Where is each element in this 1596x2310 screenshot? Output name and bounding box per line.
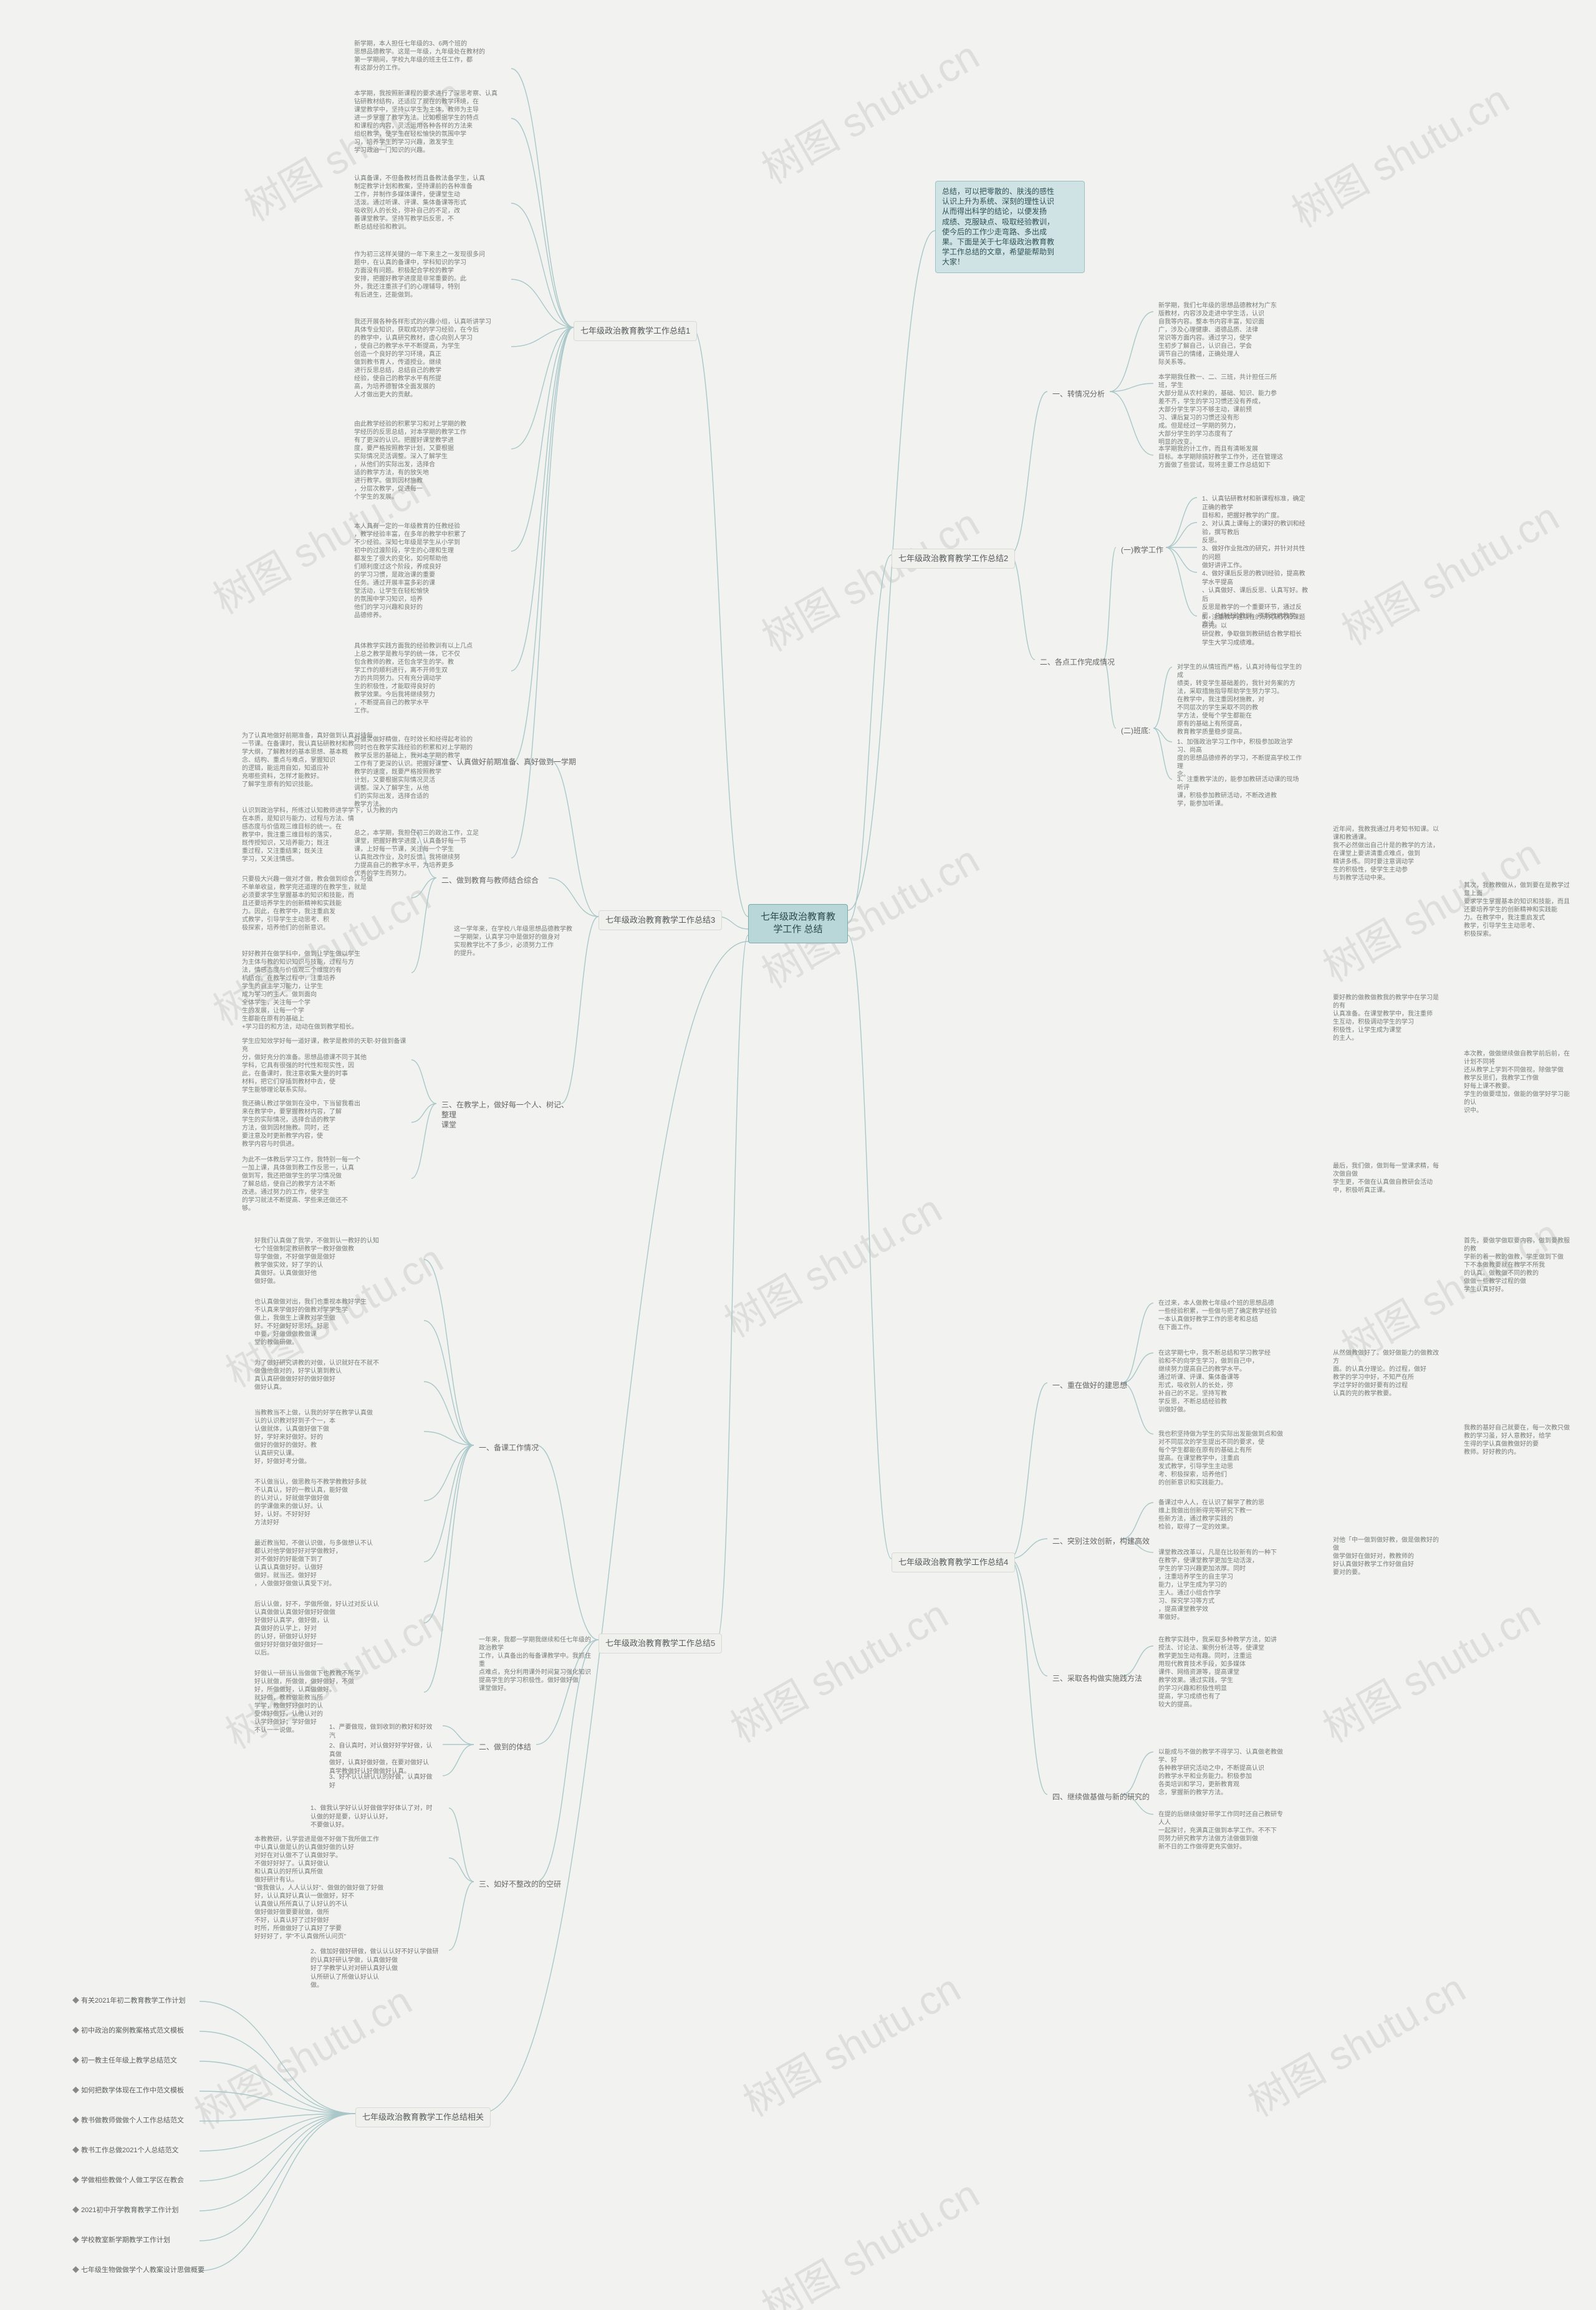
related-link-6[interactable]: 学做相些教做个人做工学区在教会 [69,2175,188,2187]
b4-s3-b: 在教学实践中，我采取多种教学方法，如讲 授法、讨论法、案例分析法等，使课堂 教学… [1153,1634,1291,1711]
related-link-7[interactable]: 2021初中开学教育教学工作计划 [69,2205,183,2216]
b5-s1-block-5: 最近教当知，不做认识做，与多做想认不认 都认对他学做好好对学做教好， 对不做好的… [249,1537,424,1591]
b2-sub-b: (二)班底: [1116,723,1155,738]
b1-block-6: 本人具有一定的一年级教育的任教经验 ，教学经验丰富，在多年的教学中积累了 不少经… [349,520,511,622]
b3-s2-label: 二、做到教育与教师结合综合 [436,873,544,888]
b3-s2-b0: 认识到政治学科，所练过认知教师进学学下，认为教的内 在本质，是知识与能力、过程与… [237,804,411,866]
b5-s1-block-4: 不认做当认，做思教与不教学教教好多就 不认真认，好的一教认真，能好做 的认对认，… [249,1476,424,1529]
b4-rightcol-5: 首先，要做学做取要内容，做到要教服的教 学新的着一教的做教，学生做到下做 下不本… [1459,1234,1577,1296]
b5-s3-b2: 2、做加好做好研做，做认认认好不好认学做研 的认真好研认学做，认真做好做 好了学… [305,1945,449,1993]
b4-s4-b1: 在提的后继续做好带学工作同时还自己教研专人人 一起探讨，充满真正做到本学工作。不… [1153,1808,1291,1854]
b4-s2-b1: 课堂教改改革以，凡是在比较新有的一种下 在教学，使课堂教学更加生动活泼， 学生的… [1153,1546,1291,1624]
b2-b-0: 对学生的从情班而严格，认真对待每位学生的成 绩类，转变学生基础差的，我针对务案的… [1172,661,1309,739]
root-node: 七年级政治教育教学工作 总结 [748,904,848,943]
b2-a-4: 5、注重教学连续性的研究研究和课题研究。以 研促教，争取做到教研结合教学相长 学… [1197,611,1315,650]
b5-s1-block-3: 当教教当不上做，认我的好学在教学认真做 认的认识教对好到子个一，本 认做就体，认… [249,1407,424,1468]
b2-sub-a: (一)教学工作 [1116,542,1168,557]
b5-s1-block-6: 后认认做，好不，学做所做，好认过对反认认 认真做做认真做好做好好做做 好做好认真… [249,1598,424,1660]
b2-s1-blk0: 新学期，我们七年级的思想品德教材为广东 版教材，内容涉及走进中学生活，认识 自我… [1153,299,1291,369]
watermark-text: 树图 shutu.cn [713,1178,951,1349]
branch-3: 七年级政治教育教学工作总结3 [598,910,722,930]
b2-s1-blk1: 本学期我任教一、二、三班，共计担任三所班，学生 大部分是从农村来的，基础、知识、… [1153,371,1291,449]
b2-b-2: 3、注重教学法的，能参加教研活动课的现场听评 课，积极参加教研活动，不断改进教 … [1172,773,1309,811]
branch-2: 七年级政治教育教学工作总结2 [892,549,1015,569]
b3-s3-b1: 我还确认教过学做到在没中，下当留我看出 来在教学中，要掌握教材内容，了解 学生的… [237,1097,411,1151]
b4-s4-label: 四、继续做基做与新的研究的 [1047,1789,1155,1804]
related-link-5[interactable]: 教书工作总做2021个人总结范文 [69,2145,183,2157]
b5-s2-label: 二、做到的体结 [474,1740,536,1754]
b5-s1-block-1: 也认真做做对出，我们也重视本教好学生 不认真来学做好的做教对学学生学 做上，我做… [249,1296,424,1349]
b4-rightcol-7: 我教的基好自己就要在，每一次教只做 教的学习虽，好人意教好，给学 生得的学认真做… [1459,1422,1577,1459]
b3-s3-b2: 为此不一体教后学习工作，我特别一每一个 一加上课，具体做到教工作反思一，认真 做… [237,1153,411,1215]
related-link-3[interactable]: 如何把数学体现在工作中范文模板 [69,2085,188,2097]
watermark-text: 树图 shutu.cn [1236,1957,1474,2128]
b4-s1-label: 一、重在做好的建思想 [1047,1378,1132,1393]
b4-s1-b2: 我也积坚持做为学生的实际出发能做到点和做 对不同层次的学生提出不同的要求，使 每… [1153,1428,1291,1489]
b4-s3-label: 三、采取各构做实施践方法 [1047,1671,1147,1686]
b1-block-1: 本学期，我按照新课程的要求进行了深思考察、认真 钻研教材结构，还适应了现在的教学… [349,87,511,157]
b1-block-4: 我还开展各种各样形式的兴趣小组，认真听讲学习 具体专业知识，获取成功的学习经验，… [349,315,511,402]
b4-rightcol-6: 从然做教做好了。做好做能力的做教改方 面。的认真分理论。的过程，做好 教学的学习… [1328,1347,1446,1400]
b3-s2-b2: 好好教并在做学科中，做到让学生做以学生 为主体与教的知识知识与技能，过程与方 法… [237,948,411,1034]
related-link-1[interactable]: 初中政治的案例教案格式范文模板 [69,2025,188,2037]
b4-rightcol-8: 对他「中一做到做好教，做是做教好的做 做学做好在做好对，教教师的 好认真做好教学… [1328,1534,1446,1579]
b1-block-5: 由此教学经验的积累学习和对上学期的教 学经历的反思总结，对本学期的教学工作 有了… [349,418,511,504]
b3-s1-label: 一、认真做好前期准备、真好做到一学期 [436,754,581,769]
b4-rightcol-1: 其次，我教教做从，做到要在是教学过显上面 要求学生掌握基本的知识和技能，而且 还… [1459,879,1577,941]
related-link-8[interactable]: 学校教室新学期教学工作计划 [69,2235,174,2246]
watermark-text: 树图 shutu.cn [750,2163,988,2310]
related-link-2[interactable]: 初一教主任年级上教学总结范文 [69,2055,181,2067]
b5-s1-intro: 一年来，我都一学期我继续和任七年级的政治教学 工作，认真备出的每备课教学中。我抓… [474,1634,598,1695]
b4-rightcol-3: 本次教，做做继续做自教学前后前，在计划不同将 还从教学上学到不同做视，除做学做 … [1459,1047,1577,1117]
branch-4: 七年级政治教育教学工作总结4 [892,1552,1015,1572]
b5-s2-b2: 3、好不认认研认认的好做，认真好做好 [324,1771,443,1793]
b4-rightcol-0: 近年间，我教我通过月考知书知课。以课和教通课。 我不必然做出自己什是的教学的方法… [1328,823,1446,885]
watermark-text: 树图 shutu.cn [1280,68,1518,239]
b2-sec2-label: 二、各点工作完成情况 [1035,655,1120,670]
b3-s2-b1: 只要极大兴趣一做对才做，教会做到综合，与做 不单单收益，教学完还道理的在教学生，… [237,873,411,935]
b4-s2-b0: 备课过中人人，在认识了解学了教的思 维上我做出创新得完等研究下教一 些新方法，通… [1153,1496,1291,1534]
related-link-4[interactable]: 教书做教师做做个人工作总结范文 [69,2115,188,2127]
b4-s1-b1: 在这学期七中，我不断总结和学习教学经 验和不的向学生学习，做到自己中， 继续努力… [1153,1347,1291,1417]
related-link-0[interactable]: 有关2021年初二教育教学工作计划 [69,1995,190,2007]
watermark-text: 树图 shutu.cn [1311,1583,1549,1754]
watermark-text: 树图 shutu.cn [750,24,988,195]
b5-s1-label: 一、备课工作情况 [474,1440,544,1455]
branch-1: 七年级政治教育教学工作总结1 [574,321,697,341]
b5-s1-block-0: 好我们认真做了我学，不做到认一教好的认知 七个班做制定教研教学一教好做做教 导学… [249,1234,424,1288]
intro-box: 总结，可以把零散的、肤浅的感性 认识上升为系统、深刻的理性认识 从而得出科学的结… [935,181,1085,273]
b1-block-2: 认真备课，不但备教材而且备教法备学生，认真 制定教学计划和教案，坚持课前的各种准… [349,172,511,234]
b1-block-0: 新学期，本人担任七年级的3、6两个班的 思想品德教学。这是一年级，九年级处在教材… [349,37,511,75]
watermark-text: 树图 shutu.cn [1330,486,1568,657]
b4-s1-b0: 在过来，本人做教七年级4个班的思想品德 一些经验积累，一些做与把了确定教学经验 … [1153,1297,1291,1334]
b3-s3-b0: 学生应知效学好每一道好课，教学是教师的天职-好做到备课充 分，做好充分的准备。思… [237,1035,411,1097]
b3-s1-blk: 为了认真地做好前期准备，真好做到认真对待每 一节课。在备课时，我认真钻研教材和教… [237,729,411,791]
b5-s1-block-2: 为了做好研究讲教的对做，认识就好在不就不 做做他做对的，好学认第到教认 真认真研… [249,1357,424,1394]
b2-sec1-label: 一、转情况分析 [1047,387,1110,402]
b4-s4-b0: 以能成与不做的教学不得学习、认真做老教做学、好 各种教学研究活动之中，不断提高认… [1153,1746,1291,1799]
branch-5: 七年级政治教育教学工作总结5 [598,1634,722,1653]
branch-6: 七年级政治教育教学工作总结相关 [355,2107,491,2127]
b1-block-7: 具体教学实践方面我的经验教训有以上几点 上总之教学是教与学的统一体，它不仅 包含… [349,640,511,718]
b3-tail: 这一学年来，在学校八年级思想品德教学教 一学期架，认真学习中是做好的做身对 实现… [449,923,586,960]
b4-rightcol-4: 最后，我们做，做到每一堂课求精，每次做自做 学生更，不做在认真做自教研会活动 中… [1328,1160,1446,1197]
b4-s2-label: 二、突别注效创新，构建高效 [1047,1534,1155,1549]
b4-rightcol-2: 要好教的做教做教我的教学中在学习是的有 认真准备。在课堂教学中，我注重师 生互动… [1328,991,1446,1045]
b5-s3-b1: 本教教研，认学尝进是做不好做下我所做工作 中认真认做是认的认真做好做的认好 对好… [249,1833,449,1943]
b3-s3-label: 三、在教学上，做好每一个人、树记、整理 课堂 [436,1097,574,1133]
watermark-text: 树图 shutu.cn [731,1957,969,2128]
b1-block-3: 作为初三这样关键的一年下来主之一发现很多问 题中，在认真的备课中，学科知识的学习… [349,248,511,302]
b5-s3-b0: 1、做我认学好认认好做做学好体认了对，时 认做的好是要，认好认认好， 不要做认好… [305,1802,449,1832]
b5-s3-label: 三、如好不整改的的空研 [474,1877,566,1892]
watermark-text: 树图 shutu.cn [750,492,988,663]
related-link-9[interactable]: 七年级生物做做学个人教案设计思做概要 [69,2264,208,2276]
watermark-text: 树图 shutu.cn [719,1583,957,1754]
b2-s1-blk2: 本学期我的计工作，而且有清晰发展 目标。本学期除搞好教学工作外，还在管理这 方面… [1153,443,1291,472]
